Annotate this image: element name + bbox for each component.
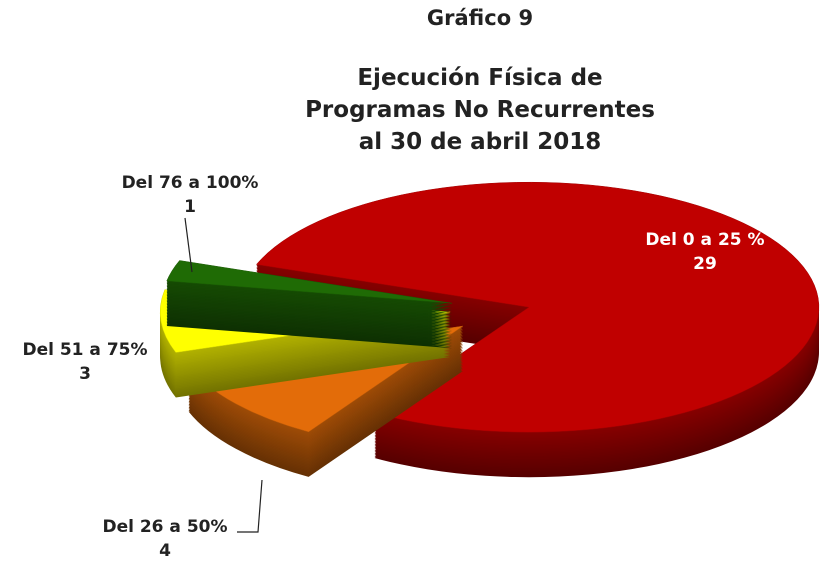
leader-line [184, 217, 193, 273]
data-label: Del 76 a 100% 1 [122, 173, 259, 217]
slice [255, 181, 820, 433]
data-label-category: Del 76 a 100% [122, 173, 259, 193]
data-label-category: Del 0 a 25 % [645, 230, 764, 250]
slice-group [166, 260, 453, 349]
data-label: Del 51 a 75% 3 [22, 340, 147, 384]
leader-line [237, 479, 263, 533]
data-label: Del 26 a 50% 4 [102, 517, 227, 561]
slice-group [255, 181, 820, 478]
chart-subtitle: Programas No Recurrentes [305, 97, 655, 123]
data-label-category: Del 26 a 50% [102, 517, 227, 537]
slice [166, 260, 453, 304]
chart-subtitle: Ejecución Física de [357, 65, 603, 91]
chart-title: Gráfico 9 [426, 6, 534, 30]
chart-subtitle: al 30 de abril 2018 [358, 129, 602, 155]
data-label-value: 1 [184, 197, 196, 217]
data-label-value: 3 [79, 364, 91, 384]
data-label-value: 4 [159, 541, 171, 561]
data-label-category: Del 51 a 75% [22, 340, 147, 360]
data-label-value: 29 [693, 254, 717, 274]
data-label: Del 0 a 25 % 29 [645, 230, 764, 274]
